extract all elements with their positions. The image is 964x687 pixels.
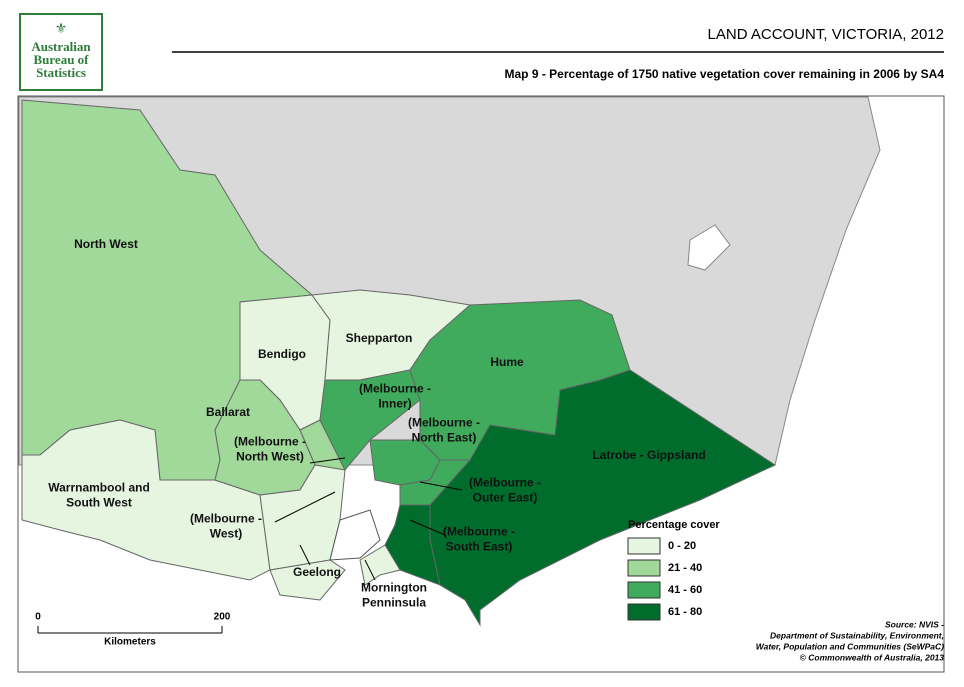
source-line: Department of Sustainability, Environmen… (770, 630, 944, 640)
logo-text: Statistics (36, 65, 86, 80)
region-label: North West (74, 237, 138, 251)
legend-swatch (627, 581, 661, 599)
legend-swatch (627, 603, 661, 621)
region (429, 369, 777, 627)
region-label: (Melbourne - (443, 525, 515, 539)
source-line: Source: NVIS - (885, 619, 944, 629)
title: LAND ACCOUNT, VICTORIA, 2012 (708, 26, 944, 43)
region (319, 369, 421, 471)
region-label: (Melbourne - (190, 512, 262, 526)
leader (274, 491, 336, 523)
region-label: West) (210, 527, 242, 541)
region-label: Bendigo (258, 347, 306, 361)
source: Source: NVIS -Department of Sustainabili… (756, 619, 945, 662)
port-phillip-bay (329, 509, 381, 561)
leader (419, 481, 463, 491)
source-line: © Commonwealth of Australia, 2013 (800, 652, 945, 662)
legend-label: 0 - 20 (668, 540, 696, 552)
region (269, 559, 346, 601)
region-label: South East) (446, 540, 513, 554)
region-label: North East) (412, 431, 477, 445)
region-label: North West) (236, 450, 304, 464)
source-line: Water, Population and Communities (SeWPa… (756, 641, 944, 651)
legend-label: 41 - 60 (668, 584, 702, 596)
region-label: Warrnambool and (48, 481, 150, 495)
legend-swatch (627, 537, 661, 555)
scale-label: Kilometers (104, 637, 156, 648)
leader (299, 544, 311, 566)
legend-title: Percentage cover (628, 519, 720, 531)
region-label: (Melbourne - (359, 382, 431, 396)
leader (364, 559, 376, 581)
legend: Percentage cover 0 - 20 21 - 40 41 - 60 61 -… (627, 519, 720, 621)
logo-mark: ⚜ (55, 22, 68, 37)
region-label: Outer East) (473, 491, 538, 505)
legend-swatch (627, 559, 661, 577)
region-label: Ballarat (206, 405, 250, 419)
region-label: Inner) (378, 397, 411, 411)
subtitle: Map 9 - Percentage of 1750 native vegeta… (505, 67, 945, 81)
region-label: (Melbourne - (469, 476, 541, 490)
leader (409, 519, 446, 536)
region-label: South West (66, 496, 132, 510)
leader (309, 457, 346, 464)
scale-tick-label: 200 (214, 612, 231, 623)
legend-label: 21 - 40 (668, 562, 702, 574)
region-label: Hume (490, 355, 524, 369)
region (384, 504, 441, 586)
region-label: Geelong (293, 565, 341, 579)
region (359, 544, 401, 586)
logo-text: Bureau of (33, 52, 89, 67)
region-label: (Melbourne - (408, 416, 480, 430)
scale-tick-label: 0 (35, 612, 41, 623)
scale-bar: 0 200 Kilometers (35, 612, 231, 648)
logo-text: Australian (31, 39, 91, 54)
region-label: Latrobe - Gippsland (592, 448, 705, 462)
leader-lines (274, 457, 463, 581)
lake (687, 224, 731, 271)
region-label: Penninsula (362, 596, 426, 610)
logo-box (19, 13, 103, 91)
region-label: Shepparton (346, 331, 413, 345)
region-label: Mornington (361, 581, 427, 595)
legend-label: 61 - 80 (668, 606, 702, 618)
region-label: (Melbourne - (234, 435, 306, 449)
